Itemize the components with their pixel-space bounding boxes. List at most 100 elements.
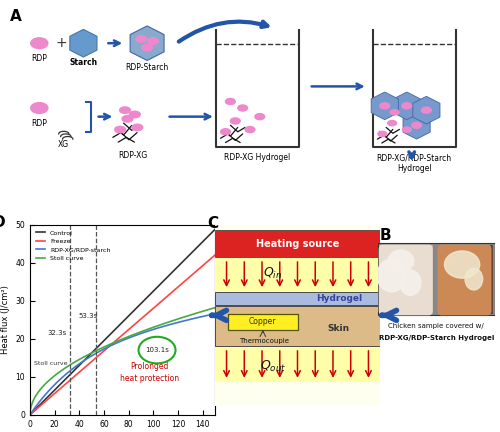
Y-axis label: Heat flux (J/cm²): Heat flux (J/cm²) — [1, 285, 10, 354]
Ellipse shape — [422, 107, 432, 113]
Ellipse shape — [230, 118, 240, 124]
Ellipse shape — [148, 38, 158, 44]
Text: +: + — [56, 36, 67, 50]
Line: Freeze: Freeze — [30, 255, 215, 415]
Legend: Control, Freeze, RDP-XG/RDP-starch, Stoll curve: Control, Freeze, RDP-XG/RDP-starch, Stol… — [33, 228, 113, 264]
Stoll curve — [27, 412, 33, 417]
Text: Starch: Starch — [70, 58, 98, 67]
Text: RDP-XG/RDP-Starch Hydrogel: RDP-XG/RDP-Starch Hydrogel — [378, 335, 494, 341]
Ellipse shape — [30, 103, 48, 113]
Text: RDP-XG/RDP-Starch
Hydrogel: RDP-XG/RDP-Starch Hydrogel — [376, 153, 452, 173]
RDP-XG/RDP-starch — [212, 311, 218, 316]
FancyBboxPatch shape — [215, 347, 380, 382]
RDP-XG/RDP-starch — [74, 362, 80, 368]
Stoll curve — [74, 358, 80, 363]
Text: Skin: Skin — [328, 324, 350, 333]
FancyBboxPatch shape — [215, 258, 380, 292]
FancyBboxPatch shape — [215, 225, 380, 406]
Stoll curve — [166, 319, 172, 324]
Control — [27, 412, 33, 417]
Control — [60, 379, 66, 384]
RDP-XG/RDP-starch — [166, 322, 172, 327]
Text: Thermocouple: Thermocouple — [240, 338, 290, 344]
Ellipse shape — [115, 127, 126, 133]
Text: B: B — [380, 228, 392, 243]
Ellipse shape — [377, 259, 406, 292]
Control — [74, 365, 80, 370]
Polygon shape — [393, 92, 420, 120]
Ellipse shape — [238, 105, 248, 111]
FancyBboxPatch shape — [228, 314, 298, 330]
Polygon shape — [130, 26, 164, 60]
Line: RDP-XG/RDP-starch: RDP-XG/RDP-starch — [30, 314, 215, 415]
RDP-XG/RDP-starch — [136, 331, 142, 337]
FancyBboxPatch shape — [378, 243, 495, 315]
Text: A: A — [10, 9, 22, 24]
Text: Stoll curve: Stoll curve — [34, 361, 67, 366]
Ellipse shape — [130, 111, 140, 118]
Ellipse shape — [122, 116, 133, 122]
Ellipse shape — [220, 129, 230, 135]
Stoll curve — [136, 330, 142, 335]
Ellipse shape — [120, 107, 130, 114]
FancyBboxPatch shape — [215, 292, 380, 305]
Freeze — [60, 384, 66, 389]
Stoll curve — [60, 367, 66, 372]
Ellipse shape — [142, 44, 152, 51]
Polygon shape — [371, 92, 398, 120]
Text: RDP-XG Hydrogel: RDP-XG Hydrogel — [224, 153, 290, 162]
Freeze — [212, 252, 218, 257]
RDP-XG/RDP-starch — [27, 412, 33, 417]
FancyBboxPatch shape — [215, 306, 380, 346]
Stoll curve — [150, 324, 156, 330]
Text: 32.3s: 32.3s — [48, 330, 67, 336]
Ellipse shape — [378, 131, 386, 137]
FancyBboxPatch shape — [215, 230, 380, 257]
Text: 53.3s: 53.3s — [78, 313, 98, 319]
Text: Copper: Copper — [249, 317, 276, 326]
Text: RDP-XG: RDP-XG — [118, 151, 147, 160]
Control — [110, 328, 116, 334]
Ellipse shape — [444, 251, 480, 278]
Ellipse shape — [245, 127, 255, 133]
Freeze — [166, 292, 172, 297]
Freeze — [74, 371, 80, 376]
Control — [150, 289, 156, 294]
Text: RDP-Starch: RDP-Starch — [126, 63, 168, 72]
Text: C: C — [207, 216, 218, 231]
Freeze — [150, 305, 156, 311]
FancyBboxPatch shape — [378, 245, 432, 314]
Ellipse shape — [402, 103, 411, 109]
Polygon shape — [70, 29, 97, 57]
Ellipse shape — [255, 114, 264, 120]
Ellipse shape — [412, 122, 422, 128]
Control — [136, 303, 142, 308]
RDP-XG/RDP-starch — [110, 342, 116, 347]
Freeze — [27, 412, 33, 417]
Ellipse shape — [465, 268, 482, 290]
Polygon shape — [413, 96, 440, 124]
Text: Prolonged
heat protection: Prolonged heat protection — [120, 362, 179, 382]
Ellipse shape — [380, 103, 390, 109]
Text: Heating source: Heating source — [256, 239, 339, 249]
Text: RDP: RDP — [32, 119, 47, 128]
Ellipse shape — [136, 36, 146, 42]
Ellipse shape — [402, 127, 411, 132]
Ellipse shape — [226, 98, 235, 105]
Text: $Q_{in}$: $Q_{in}$ — [263, 266, 282, 281]
Stoll curve — [110, 340, 116, 345]
Polygon shape — [403, 111, 430, 139]
Ellipse shape — [30, 38, 48, 49]
Text: RDP: RDP — [32, 54, 47, 63]
Freeze — [136, 318, 142, 323]
Text: XG: XG — [58, 140, 70, 149]
Text: D: D — [0, 215, 6, 230]
Text: 103.1s: 103.1s — [145, 347, 169, 353]
Text: Chicken sample covered w/: Chicken sample covered w/ — [388, 323, 484, 329]
Control — [212, 227, 218, 232]
Ellipse shape — [132, 124, 142, 131]
Control — [166, 273, 172, 278]
Freeze — [110, 340, 116, 345]
Ellipse shape — [400, 270, 421, 295]
Ellipse shape — [388, 250, 414, 272]
